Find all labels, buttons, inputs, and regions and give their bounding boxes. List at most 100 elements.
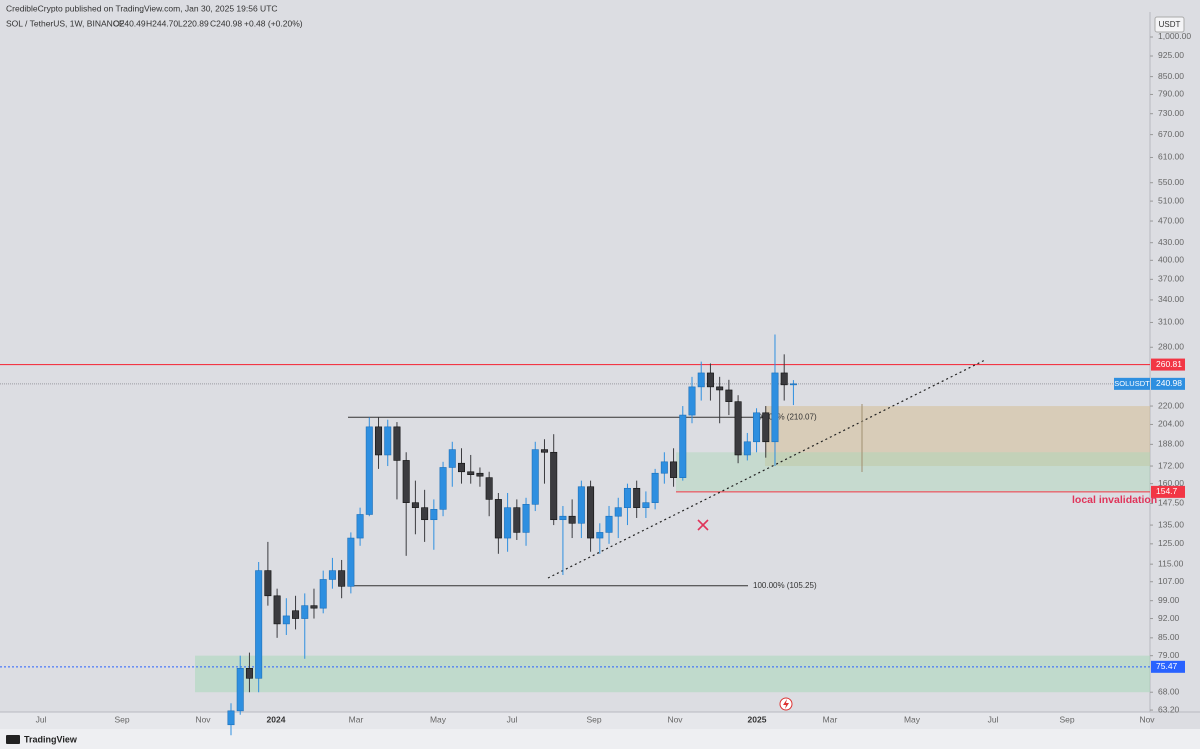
levels: 260.81 240.98 SOLUSDT 154.7 75.47 (0, 358, 1185, 673)
y-tick-label: 63.20 (1158, 704, 1180, 714)
level-price-label: 75.47 (1156, 661, 1178, 671)
x-tick-label: Sep (1059, 714, 1074, 724)
y-tick-label: 115.00 (1158, 558, 1184, 568)
candle-body (494, 499, 502, 539)
candle-body (623, 487, 631, 508)
candle-body (485, 477, 493, 500)
candle-body (771, 372, 779, 443)
candle-body (697, 372, 705, 388)
candle-body (670, 461, 678, 478)
candle-body (753, 412, 761, 443)
y-tick-label: 370.00 (1158, 274, 1184, 284)
x-tick-label: May (904, 714, 921, 724)
candle-body (292, 610, 300, 619)
candle-body (273, 595, 281, 625)
y-tick-label: 430.00 (1158, 237, 1184, 247)
candle-body (531, 449, 539, 505)
candle-body (540, 449, 548, 453)
candle-body (596, 532, 604, 539)
candle-body (310, 605, 318, 609)
candle-body (245, 668, 253, 679)
candle-body (522, 504, 530, 533)
candle-body (411, 502, 419, 508)
y-tick-label: 400.00 (1158, 255, 1184, 265)
x-tick-label: Nov (667, 714, 683, 724)
candle-body (679, 414, 687, 478)
y-tick-label: 160.00 (1158, 478, 1184, 488)
chart-title: SOL / TetherUS, 1W, BINANCE (6, 18, 125, 28)
candle-body (504, 507, 512, 539)
y-tick-label: 188.00 (1158, 439, 1184, 449)
symbol-box (1114, 377, 1150, 390)
zone (195, 655, 1150, 693)
candle-body (236, 668, 244, 712)
x-tick-label: Jul (507, 714, 518, 724)
y-tick-label: 510.00 (1158, 195, 1184, 205)
candle-body (706, 372, 714, 388)
currency-button[interactable] (1154, 16, 1185, 33)
x-tick-label: Jul (988, 714, 999, 724)
x-tick-label: May (430, 714, 447, 724)
candle-body (384, 426, 392, 456)
candle-body (476, 472, 484, 477)
time-axis: Jul Sep Nov 2024 Mar May Jul Sep Nov 2025 Mar May Ju… (36, 714, 1156, 724)
level-price-label: 240.98 (1156, 378, 1182, 388)
candle-body (789, 383, 797, 386)
candle-body (780, 372, 788, 386)
candle-body (421, 507, 429, 521)
x-tick-label: Nov (1139, 714, 1155, 724)
candle-body (614, 507, 622, 517)
candle-body (365, 426, 373, 515)
candle-body (356, 514, 364, 539)
tv-logo (6, 735, 20, 744)
level-price-box (1151, 485, 1185, 498)
symbol-label: SOLUSDT (1114, 379, 1150, 388)
y-tick-label: 135.00 (1158, 519, 1184, 529)
candle-body (430, 509, 438, 521)
y-tick-label: 730.00 (1158, 108, 1184, 118)
x-marker (697, 519, 709, 531)
y-tick-label: 204.00 (1158, 419, 1184, 429)
candle-body (467, 471, 475, 475)
candle-body (605, 515, 613, 533)
candle-body (301, 605, 309, 619)
candle-body (651, 472, 659, 503)
candle-body (559, 515, 567, 521)
x-tick-label: 2024 (267, 714, 286, 724)
candle-body (587, 486, 595, 539)
candles (227, 334, 797, 736)
candle-body (282, 615, 290, 625)
candle-body (319, 579, 327, 609)
x-tick-label: 2025 (748, 714, 767, 724)
ohlc-low: L220.89 (178, 18, 209, 28)
candle-body (725, 389, 733, 402)
y-tick-label: 79.00 (1158, 650, 1180, 660)
time-axis-bg (0, 712, 1150, 729)
y-tick-label: 220.00 (1158, 400, 1184, 410)
candle-body (577, 486, 585, 524)
candle-body (513, 507, 521, 533)
y-tick-label: 172.00 (1158, 460, 1184, 470)
candle-body (255, 570, 263, 679)
y-tick-label: 790.00 (1158, 89, 1184, 99)
candle-body (328, 570, 336, 580)
candle-body (448, 449, 456, 468)
candle-body (633, 487, 641, 508)
level-price-label: 154.7 (1156, 486, 1178, 496)
candle-body (338, 570, 346, 587)
zone (676, 452, 1150, 492)
y-tick-label: 340.00 (1158, 294, 1184, 304)
fib-label: 100.00% (210.07) (753, 412, 817, 421)
y-tick-label: 850.00 (1158, 71, 1184, 81)
annotation: local invalidation (1072, 494, 1157, 506)
x-tick-label: Sep (586, 714, 601, 724)
candle-body (743, 441, 751, 456)
ohlc-change: +0.48 (+0.20%) (244, 18, 303, 28)
price-axis: 1,000.00 925.00 850.00 790.00 730.00 670.00 61… (1150, 31, 1191, 714)
currency-label[interactable]: USDT (1159, 20, 1181, 29)
publisher: CredibleCrypto published on TradingView.… (6, 3, 278, 13)
y-tick-label: 280.00 (1158, 342, 1184, 352)
candle-body (762, 412, 770, 443)
